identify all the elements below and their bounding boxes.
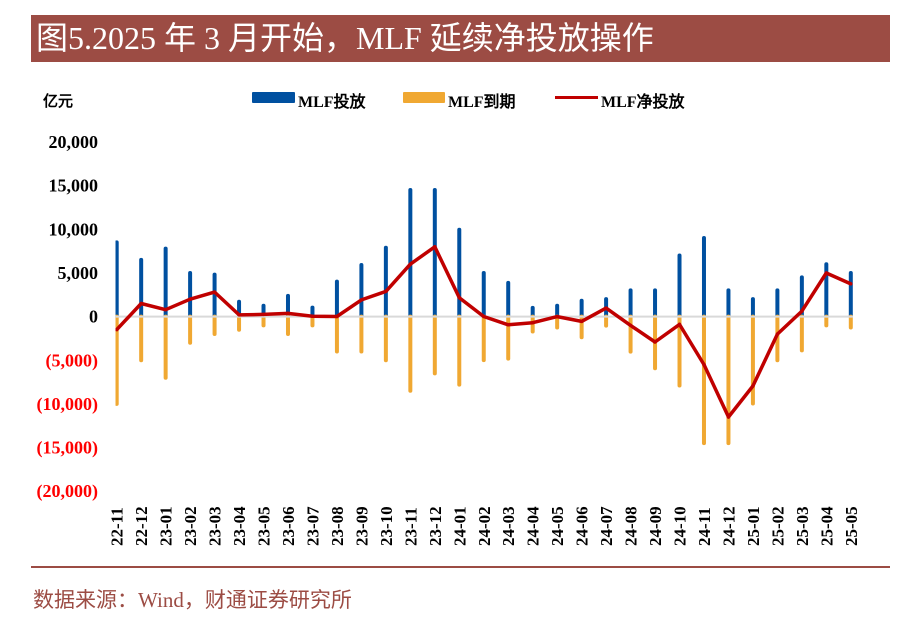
point-mlf-net xyxy=(188,297,192,301)
point-mlf-net xyxy=(286,311,290,316)
point-mlf-net xyxy=(506,323,510,327)
point-mlf-net xyxy=(800,309,804,313)
point-mlf-net xyxy=(775,332,780,336)
y-tick-label: 20,000 xyxy=(49,132,99,152)
point-mlf-net xyxy=(310,314,315,319)
x-tick-label: 24-10 xyxy=(671,506,690,546)
point-mlf-net xyxy=(139,301,143,306)
point-mlf-net xyxy=(212,290,217,294)
x-tick-label: 23-11 xyxy=(401,507,420,546)
point-mlf-net xyxy=(677,322,682,327)
x-tick-label: 24-04 xyxy=(524,506,543,546)
x-tick-label: 25-02 xyxy=(768,506,787,546)
x-tick-label: 23-02 xyxy=(181,506,200,546)
y-tick-label: 10,000 xyxy=(49,219,99,239)
x-tick-label: 23-03 xyxy=(206,506,225,546)
x-axis: 22-11 22-12 23-01 23-02 23-03 23-04 23-05 23-06… xyxy=(108,506,861,546)
point-mlf-net xyxy=(335,314,339,319)
line-series-group xyxy=(115,245,853,419)
x-tick-label: 23-07 xyxy=(303,506,322,546)
x-tick-label: 24-05 xyxy=(548,506,567,546)
legend-label-mlf-net: MLF净投放 xyxy=(601,94,685,111)
x-tick-label: 23-09 xyxy=(352,506,371,546)
y-axis-unit-label: 亿元 xyxy=(43,94,74,110)
x-tick-label: 23-06 xyxy=(279,506,298,546)
legend-label-mlf-maturity: MLF到期 xyxy=(448,94,516,111)
x-tick-label: 22-11 xyxy=(108,507,127,546)
x-tick-label: 23-04 xyxy=(230,506,249,546)
y-axis: 20,000 15,000 10,000 5,000 0 (5,000) (10,000) (… xyxy=(37,132,99,502)
legend-swatch-mlf-injection xyxy=(252,92,295,103)
x-tick-label: 25-04 xyxy=(817,506,836,546)
legend-line-mlf-net xyxy=(555,96,598,99)
x-tick-label: 24-12 xyxy=(719,506,738,546)
x-tick-label: 24-03 xyxy=(499,506,518,546)
x-tick-label: 24-02 xyxy=(475,506,494,546)
point-mlf-net xyxy=(530,321,535,325)
y-tick-label: 5,000 xyxy=(58,263,99,283)
y-tick-label: 15,000 xyxy=(49,176,99,196)
legend-swatch-mlf-maturity xyxy=(403,92,445,103)
point-mlf-net xyxy=(653,340,657,344)
x-tick-label: 25-01 xyxy=(744,506,763,546)
point-mlf-net xyxy=(604,306,608,310)
y-tick-label: 0 xyxy=(89,307,98,327)
x-tick-label: 25-05 xyxy=(842,506,861,546)
x-tick-label: 23-10 xyxy=(377,506,396,546)
x-tick-label: 23-12 xyxy=(426,506,445,546)
point-mlf-net xyxy=(824,271,829,275)
x-tick-label: 24-11 xyxy=(695,507,714,546)
point-mlf-net xyxy=(163,308,168,312)
point-mlf-net xyxy=(751,384,755,388)
x-tick-label: 22-12 xyxy=(132,506,151,546)
x-tick-label: 23-01 xyxy=(157,506,176,546)
x-tick-label: 23-08 xyxy=(328,506,347,546)
x-tick-label: 24-01 xyxy=(450,506,469,546)
point-mlf-net xyxy=(408,262,413,266)
point-mlf-net xyxy=(261,312,266,317)
x-tick-label: 24-06 xyxy=(573,506,592,546)
point-mlf-net xyxy=(115,327,119,332)
x-tick-label: 24-07 xyxy=(597,506,616,546)
legend-label-mlf-injection: MLF投放 xyxy=(298,94,366,111)
title-banner: 图5.2025 年 3 月开始，MLF 延续净投放操作 xyxy=(31,15,890,62)
chart-title: 图5.2025 年 3 月开始，MLF 延续净投放操作 xyxy=(36,20,654,56)
y-tick-label: (10,000) xyxy=(37,394,99,415)
point-mlf-net xyxy=(849,282,853,286)
source-note: 数据来源：Wind，财通证券研究所 xyxy=(33,588,352,612)
point-mlf-net xyxy=(702,362,706,367)
point-mlf-net xyxy=(628,323,633,328)
y-tick-label: (20,000) xyxy=(37,481,99,502)
x-tick-label: 23-05 xyxy=(255,506,274,546)
point-mlf-net xyxy=(579,319,584,324)
footer-divider xyxy=(31,566,890,568)
x-tick-label: 24-08 xyxy=(622,506,641,546)
x-tick-label: 25-03 xyxy=(793,506,812,546)
point-mlf-net xyxy=(457,296,461,300)
point-mlf-net xyxy=(555,314,559,319)
point-mlf-net xyxy=(384,289,388,294)
point-mlf-net xyxy=(237,313,241,317)
point-mlf-net xyxy=(726,415,731,419)
point-mlf-net xyxy=(433,245,437,249)
y-tick-label: (5,000) xyxy=(46,350,99,371)
point-mlf-net xyxy=(482,314,486,319)
y-tick-label: (15,000) xyxy=(37,438,99,459)
x-tick-label: 24-09 xyxy=(646,506,665,546)
point-mlf-net xyxy=(359,298,364,302)
